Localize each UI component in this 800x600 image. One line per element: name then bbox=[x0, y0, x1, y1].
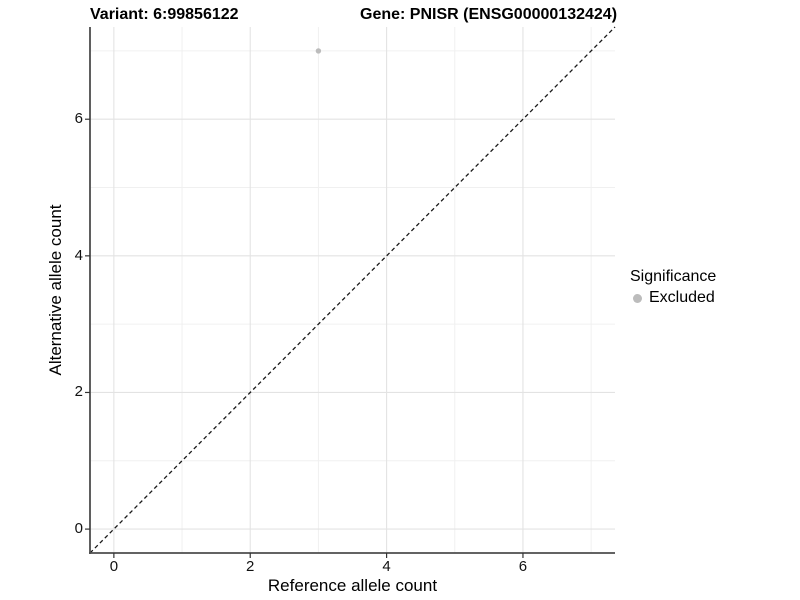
y-axis-title: Alternative allele count bbox=[46, 204, 65, 376]
identity-dashed-line bbox=[89, 26, 616, 554]
legend: Significance Excluded bbox=[630, 267, 716, 307]
y-tick-label: 4 bbox=[74, 246, 83, 264]
data-point bbox=[315, 48, 322, 54]
variant-title: Variant: 6:99856122 bbox=[90, 6, 239, 23]
legend-title: Significance bbox=[630, 268, 717, 285]
y-tick-label: 0 bbox=[74, 520, 83, 538]
x-tick-label: 2 bbox=[246, 558, 255, 575]
x-tick-label: 6 bbox=[518, 558, 528, 575]
y-tick-label: 2 bbox=[74, 383, 83, 401]
x-tick-label: 4 bbox=[382, 558, 391, 575]
legend-item: Excluded bbox=[630, 289, 716, 307]
x-tick-label: 0 bbox=[109, 558, 119, 575]
legend-item-label: Excluded bbox=[649, 289, 715, 306]
legend-point-icon bbox=[633, 293, 642, 303]
x-axis-title: Reference allele count bbox=[267, 576, 438, 595]
gene-title: Gene: PNISR (ENSG00000132424) bbox=[360, 6, 618, 23]
y-tick-label: 6 bbox=[74, 110, 83, 128]
